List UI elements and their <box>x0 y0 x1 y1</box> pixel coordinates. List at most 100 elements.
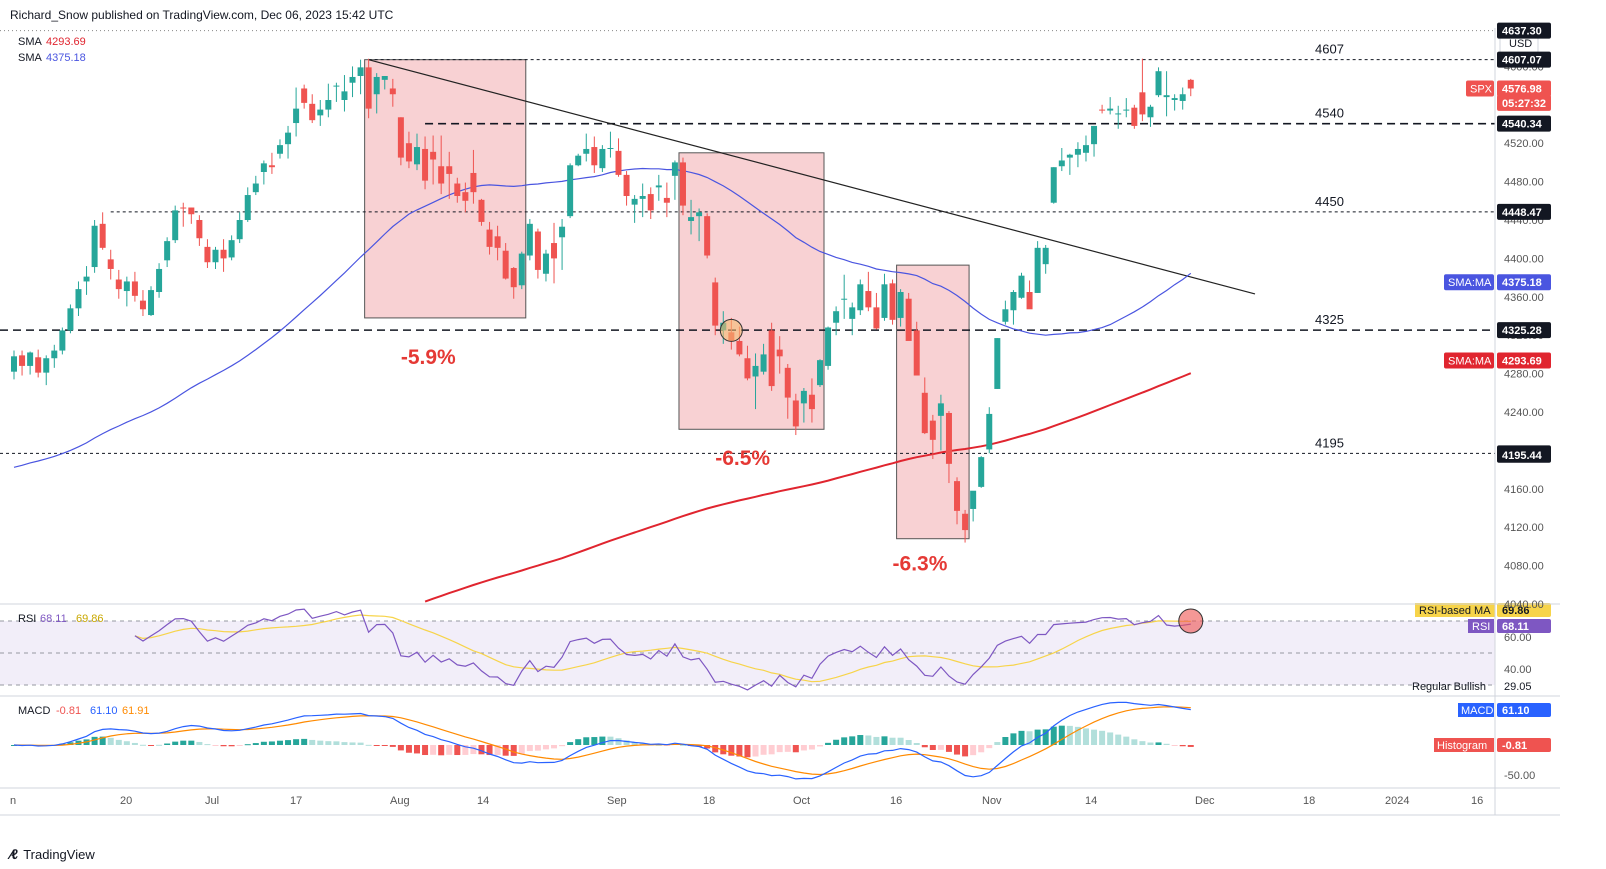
sma-badge-text: SMA:MA <box>1448 355 1492 367</box>
candle-body <box>639 196 646 199</box>
price-tick-label: 4240.00 <box>1504 407 1544 419</box>
level-label: 4607 <box>1315 42 1344 57</box>
histogram-bar <box>123 741 130 745</box>
histogram-bar <box>1010 733 1017 745</box>
histogram-bar <box>156 744 163 746</box>
candle-body <box>365 67 372 109</box>
candle-body <box>937 403 944 416</box>
histogram-bar <box>268 741 275 745</box>
histogram-bar <box>728 745 735 756</box>
histogram-bar <box>1171 745 1178 746</box>
candle-body <box>913 330 920 376</box>
histogram-tag <box>1497 738 1551 752</box>
candle-body <box>172 210 179 241</box>
legend-rsi-value: 69.86 <box>76 613 104 625</box>
histogram-bar <box>760 745 767 755</box>
histogram-bar <box>800 745 807 751</box>
candle-body <box>1115 113 1122 115</box>
candle-body <box>881 284 888 318</box>
histogram-bar <box>510 745 517 756</box>
histogram-bar <box>978 745 985 753</box>
price-tick-label: 4520.00 <box>1504 138 1544 150</box>
candle-body <box>131 281 138 296</box>
candle-body <box>502 250 509 279</box>
candle-body <box>776 349 783 357</box>
histogram-bar <box>1050 726 1057 745</box>
price-tick-label: 4080.00 <box>1504 561 1544 573</box>
candle-body <box>1171 98 1178 100</box>
candle-body <box>83 276 90 282</box>
histogram-bar <box>905 739 912 745</box>
histogram-bar <box>357 742 364 745</box>
candle-body <box>228 240 235 258</box>
candle-body <box>954 481 961 511</box>
support-resistance-levels: 4607 4540 4450 4325 4195 <box>0 30 1495 454</box>
chart-annotations: -5.9% -6.5% -6.3% <box>401 318 948 575</box>
histogram-badge <box>1434 738 1494 752</box>
level-label: 4325 <box>1315 312 1344 327</box>
candle-body <box>663 197 670 203</box>
histogram-bar <box>381 745 388 746</box>
histogram-bar <box>1163 743 1170 745</box>
histogram-bar <box>405 745 412 753</box>
histogram-bar <box>164 743 171 745</box>
currency-label: USD <box>1509 38 1532 50</box>
histogram-bar <box>929 745 936 750</box>
histogram-bar <box>188 740 195 745</box>
price-tag <box>1497 51 1551 68</box>
histogram-bar <box>897 737 904 745</box>
candle-body <box>220 249 227 259</box>
candle-body <box>817 360 823 386</box>
candle-body <box>671 162 678 176</box>
macd-pane: MACD -0.81 61.10 61.91 MACD 61.10 Histogram -0.… <box>11 701 1551 782</box>
candle-body <box>438 166 445 184</box>
candle-body <box>704 216 711 256</box>
moving-averages <box>13 167 1192 603</box>
candle-body <box>148 290 155 316</box>
price-tag <box>1497 22 1551 39</box>
drawdown-boxes <box>364 59 970 540</box>
candle-body <box>768 330 775 387</box>
histogram-bar <box>1018 730 1025 745</box>
price-tick-label: 4120.00 <box>1504 522 1544 534</box>
candle-body <box>551 243 558 259</box>
legend-rsi-value: 68.11 <box>40 613 67 625</box>
histogram-bar <box>744 745 751 758</box>
rsi-tick: 60.00 <box>1504 632 1532 644</box>
candle-body <box>389 88 396 95</box>
histogram-bar <box>1115 734 1122 745</box>
candle-body <box>978 457 985 487</box>
histogram-bar <box>551 745 558 749</box>
histogram-bar <box>99 736 106 745</box>
candle-body <box>252 183 259 193</box>
candle-body <box>575 155 582 166</box>
histogram-bar <box>131 742 138 745</box>
time-axis-label: 2024 <box>1385 795 1409 807</box>
candle-body <box>623 174 630 196</box>
time-axis-label: Jul <box>205 795 219 807</box>
time-axis-label: 14 <box>1085 795 1097 807</box>
candle-body <box>244 195 251 220</box>
candle-body <box>752 365 759 377</box>
candle-body <box>212 249 219 263</box>
histogram-bar <box>1139 741 1146 745</box>
drawdown-box <box>364 59 527 319</box>
price-tag-text: 4576.98 <box>1502 83 1542 95</box>
histogram-bar <box>220 745 227 747</box>
histogram-bar <box>115 739 122 745</box>
price-tag <box>1497 352 1551 369</box>
candle-body <box>647 194 654 211</box>
price-tag-text: 4448.47 <box>1502 207 1542 219</box>
price-tag-text: 4607.07 <box>1502 55 1542 67</box>
histogram-bar <box>631 742 638 745</box>
histogram-bar <box>1099 730 1106 745</box>
candle-body <box>373 76 380 95</box>
histogram-bar <box>414 745 420 754</box>
histogram-bar <box>784 745 791 752</box>
histogram-bar <box>1187 745 1194 747</box>
candle-body <box>1058 160 1065 167</box>
histogram-bar <box>365 744 372 746</box>
drawdown-label: -6.5% <box>715 447 770 470</box>
price-tag <box>1497 322 1551 339</box>
